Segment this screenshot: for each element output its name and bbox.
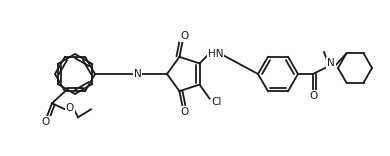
Text: HN: HN [208, 49, 223, 59]
Text: O: O [180, 31, 188, 41]
Text: O: O [42, 117, 50, 127]
Text: N: N [134, 69, 141, 79]
Text: O: O [309, 91, 317, 101]
Text: Cl: Cl [211, 97, 222, 107]
Text: N: N [327, 58, 335, 68]
Text: O: O [66, 103, 74, 113]
Text: O: O [180, 107, 188, 117]
